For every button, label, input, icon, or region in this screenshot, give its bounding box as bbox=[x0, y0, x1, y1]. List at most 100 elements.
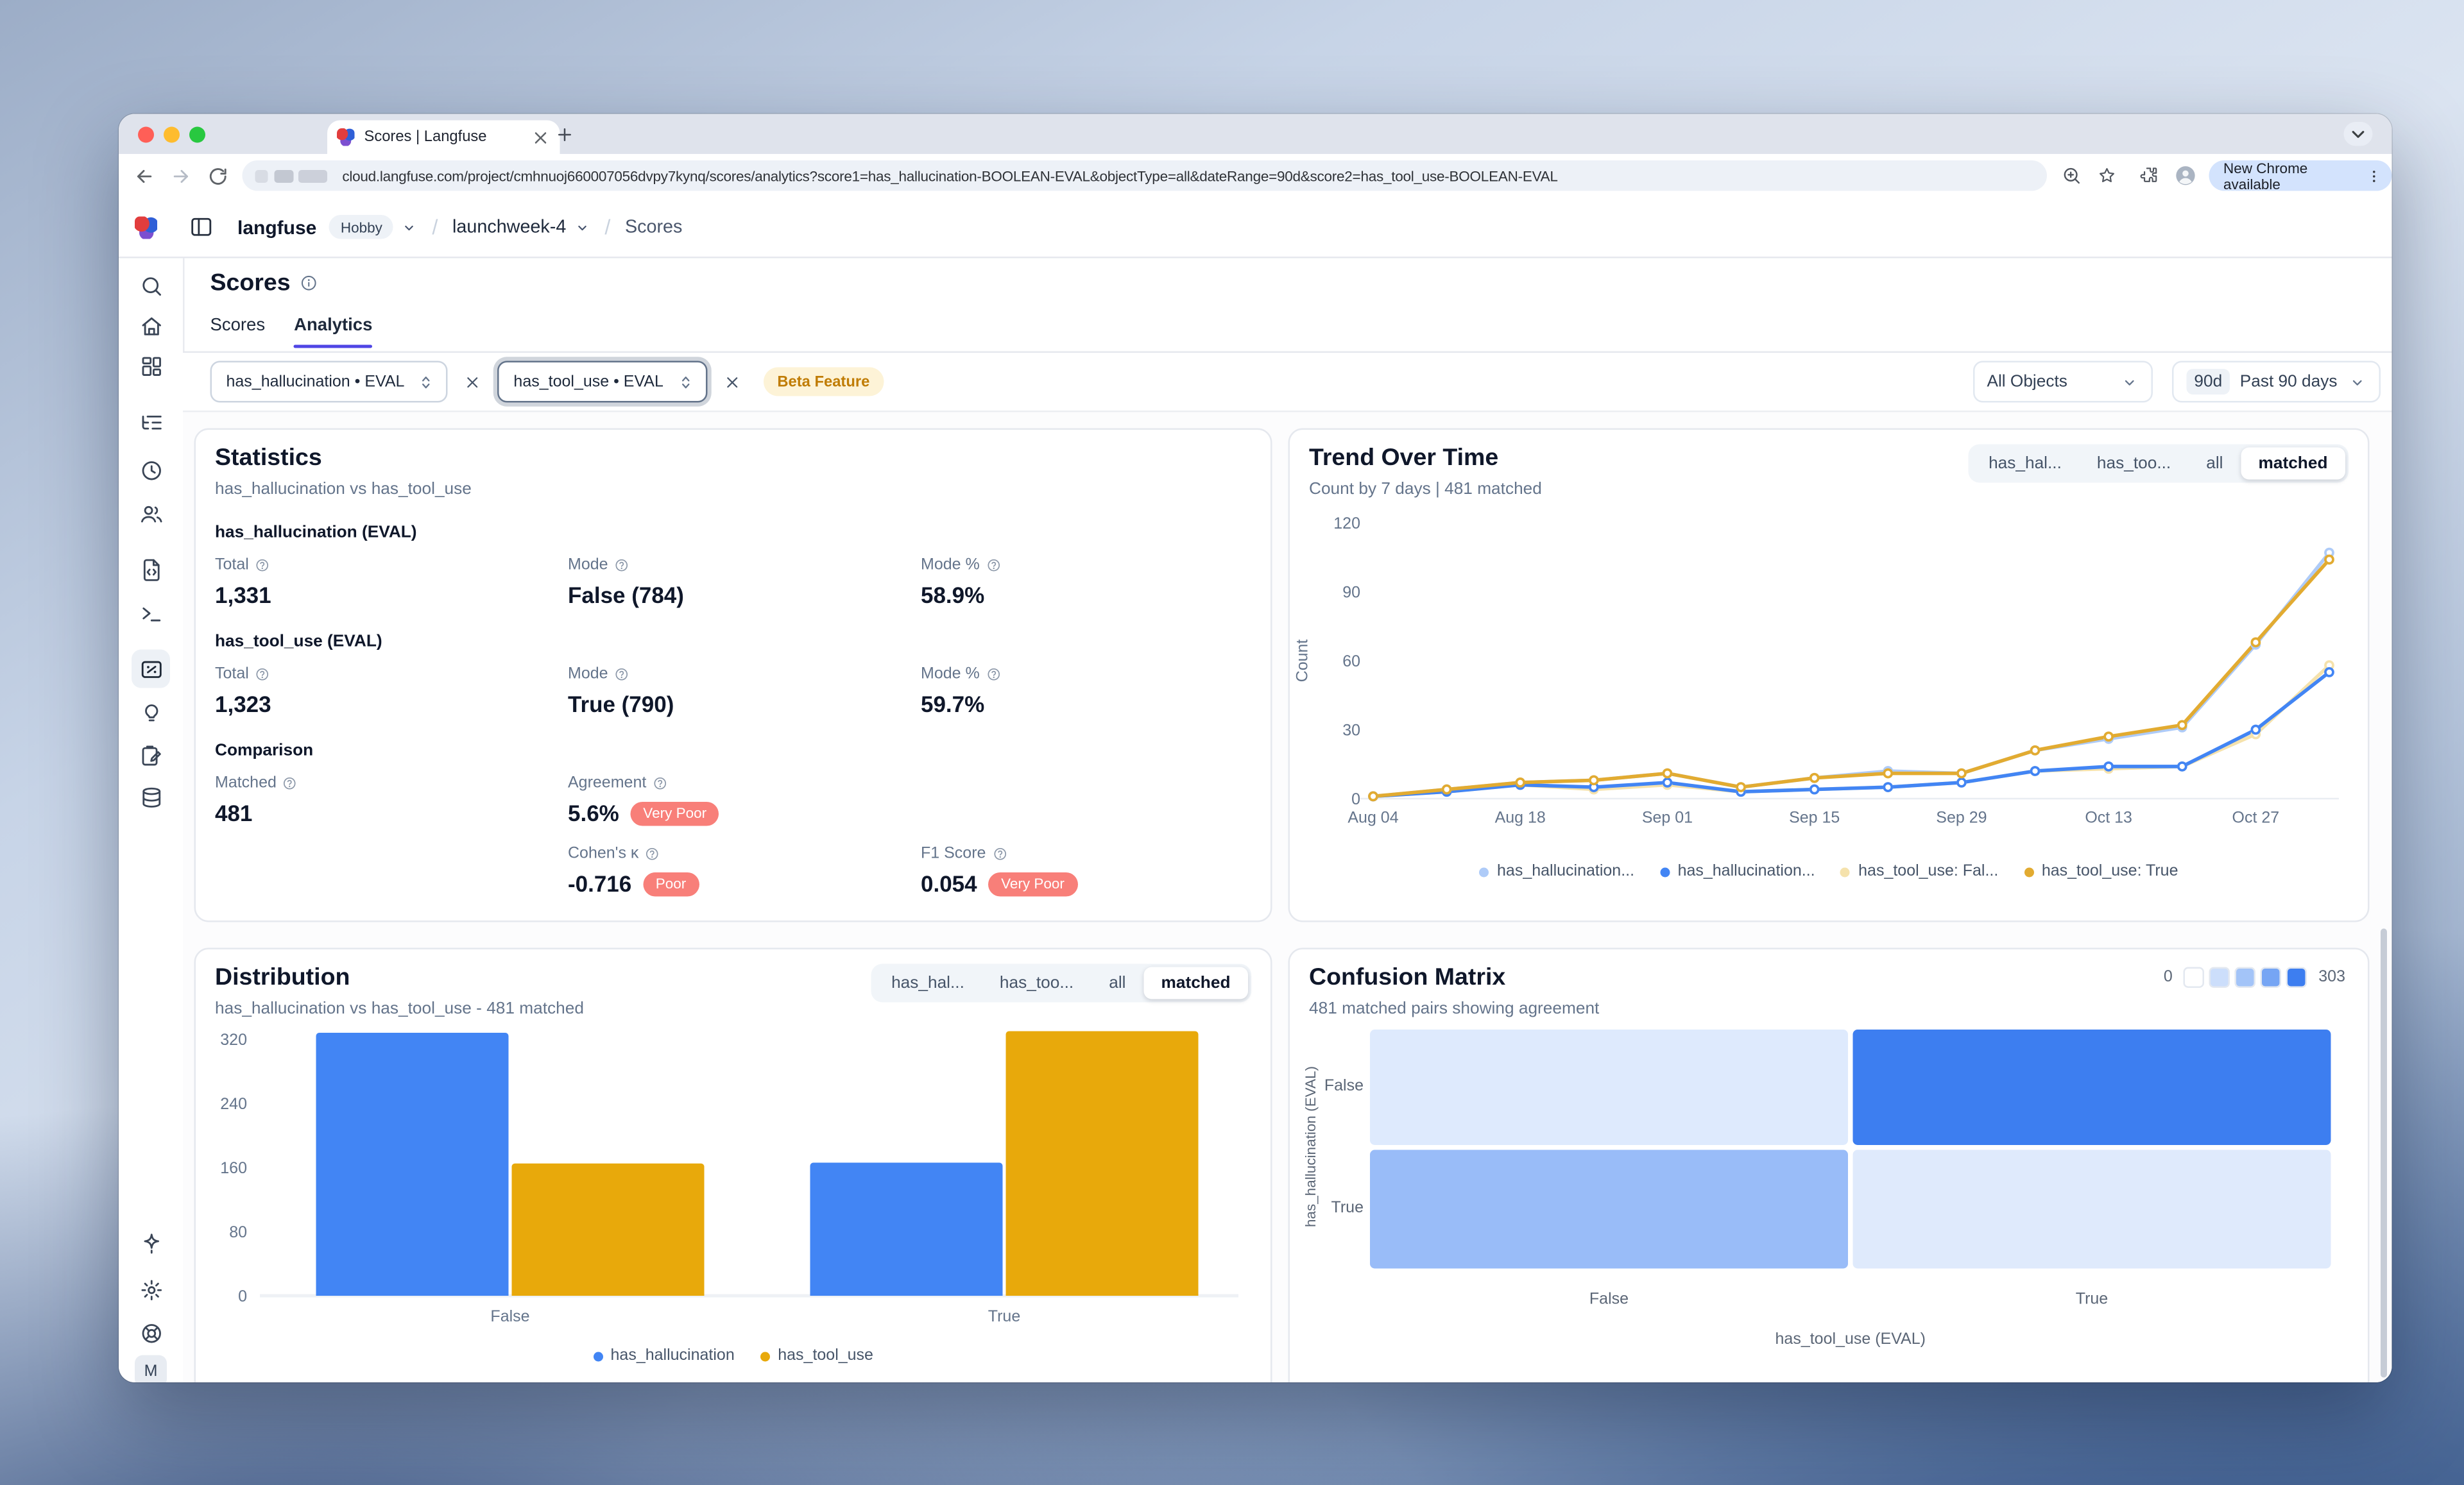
trend-tab-hastoo[interactable]: has_too... bbox=[2096, 454, 2171, 473]
tab-analytics[interactable]: Analytics bbox=[294, 316, 372, 348]
metric: Matched 481 bbox=[215, 775, 568, 826]
extensions-icon[interactable] bbox=[2139, 165, 2160, 187]
close-window-button[interactable] bbox=[138, 126, 154, 143]
tab-search-chevron-icon[interactable] bbox=[2343, 122, 2373, 146]
sidebar-item-prompts[interactable] bbox=[132, 550, 170, 589]
new-tab-button[interactable] bbox=[555, 125, 574, 144]
distribution-tab-hastoo[interactable]: has_too... bbox=[999, 973, 1074, 993]
matrix-cell-False-False[interactable] bbox=[1370, 1030, 1848, 1145]
sidebar-item-playground[interactable] bbox=[132, 593, 170, 632]
col-label: True bbox=[2075, 1291, 2109, 1309]
sidebar-item-whats-new[interactable] bbox=[132, 1224, 170, 1262]
metric: F1 Score 0.054 Very Poor bbox=[921, 845, 1242, 897]
metric: Total 1,331 bbox=[215, 556, 271, 608]
forward-button[interactable] bbox=[169, 164, 191, 187]
sidebar-item-dashboards[interactable] bbox=[132, 346, 170, 385]
matrix-cell-True-False[interactable] bbox=[1370, 1150, 1848, 1269]
breadcrumb-section: Scores bbox=[624, 217, 683, 237]
svg-text:120: 120 bbox=[1333, 514, 1360, 532]
remove-score1-icon[interactable] bbox=[464, 373, 482, 391]
zoom-window-button[interactable] bbox=[189, 126, 205, 143]
sidebar-item-evaluation[interactable] bbox=[132, 693, 170, 731]
statistics-panel: Statistics has_hallucination vs has_tool… bbox=[194, 428, 1272, 922]
score1-select[interactable]: has_hallucination • EVAL bbox=[210, 361, 448, 403]
distribution-chart: 0 80 160 240 320 False True bbox=[196, 949, 1270, 1334]
scale-swatch bbox=[2184, 967, 2205, 988]
score2-select[interactable]: has_tool_use • EVAL bbox=[497, 361, 707, 403]
info-icon[interactable] bbox=[300, 275, 318, 293]
chrome-update-button[interactable]: New Chrome available bbox=[2209, 160, 2392, 192]
scale-min: 0 bbox=[2163, 969, 2173, 987]
sidebar-item-scores[interactable] bbox=[132, 649, 170, 688]
rating-badge: Very Poor bbox=[988, 871, 1077, 896]
back-button[interactable] bbox=[133, 164, 155, 187]
svg-text:90: 90 bbox=[1342, 583, 1360, 601]
annotation-icon bbox=[139, 743, 163, 768]
distribution-tab-all[interactable]: all bbox=[1109, 973, 1126, 993]
distribution-tab-hashal[interactable]: has_hal... bbox=[891, 973, 964, 993]
distribution-subtitle: has_hallucination vs has_tool_use - 481 … bbox=[215, 999, 584, 1019]
url-text: cloud.langfuse.com/project/cmhnuoj660007… bbox=[342, 167, 1558, 184]
sidebar-item-users[interactable] bbox=[132, 494, 170, 532]
content-scrollbar[interactable] bbox=[2381, 928, 2387, 1378]
browser-tabstrip: Scores | Langfuse bbox=[119, 114, 2392, 154]
sidebar-item-settings[interactable] bbox=[132, 1270, 170, 1309]
browser-tab[interactable]: Scores | Langfuse bbox=[327, 120, 560, 154]
browser-profile-avatar[interactable] bbox=[2176, 165, 2196, 187]
sidebar-item-sessions[interactable] bbox=[132, 451, 170, 489]
tab-title: Scores | Langfuse bbox=[364, 128, 487, 146]
metric: Mode False (784) bbox=[568, 556, 684, 608]
sidebar-item-tracing[interactable] bbox=[132, 403, 170, 441]
row-label: True bbox=[1331, 1200, 1364, 1218]
sidebar-toggle-icon[interactable] bbox=[189, 215, 214, 239]
tab-scores[interactable]: Scores bbox=[210, 316, 266, 335]
reload-button[interactable] bbox=[206, 164, 228, 187]
object-type-select[interactable]: All Objects bbox=[1972, 361, 2153, 403]
distribution-title: Distribution bbox=[215, 963, 350, 992]
confusion-matrix: False True False True has_tool_use (EVAL) has… bbox=[1290, 949, 2368, 1382]
org-switcher-chevron-icon[interactable] bbox=[402, 219, 418, 235]
tab-close-icon[interactable] bbox=[531, 128, 551, 147]
plan-badge: Hobby bbox=[329, 215, 394, 239]
trend-tab-all[interactable]: all bbox=[2206, 454, 2223, 473]
trend-tab-matched[interactable]: matched bbox=[2241, 447, 2345, 480]
breadcrumb-org[interactable]: langfuse bbox=[237, 216, 317, 239]
sidebar-item-annotation[interactable] bbox=[132, 736, 170, 775]
breadcrumb-project[interactable]: launchweek-4 bbox=[452, 217, 567, 237]
bookmark-star-icon[interactable] bbox=[2096, 165, 2117, 187]
confusion-matrix-panel: Confusion Matrix 481 matched pairs showi… bbox=[1288, 947, 2370, 1382]
sidebar-item-search[interactable] bbox=[132, 266, 170, 305]
zoom-icon[interactable] bbox=[2061, 165, 2082, 187]
search-icon bbox=[139, 273, 163, 298]
matrix-cell-True-True[interactable] bbox=[1852, 1150, 2331, 1269]
user-avatar[interactable]: M bbox=[135, 1355, 167, 1382]
svg-text:0: 0 bbox=[238, 1287, 247, 1305]
sidebar-item-home[interactable] bbox=[132, 307, 170, 345]
svg-text:Sep 01: Sep 01 bbox=[1642, 809, 1693, 827]
page-tabs: Scores Analytics bbox=[210, 316, 372, 348]
project-switcher-chevron-icon[interactable] bbox=[574, 219, 590, 235]
browser-menu-icon[interactable] bbox=[2366, 166, 2383, 185]
address-bar[interactable]: cloud.langfuse.com/project/cmhnuoj660007… bbox=[243, 160, 2047, 191]
x-axis-label: has_tool_use (EVAL) bbox=[1775, 1331, 1926, 1349]
scale-swatch bbox=[2286, 967, 2307, 988]
divider bbox=[119, 257, 2392, 259]
users-icon bbox=[139, 501, 163, 525]
sidebar-item-datasets[interactable] bbox=[132, 778, 170, 817]
legend-item: has_hallucination bbox=[593, 1347, 735, 1365]
sidebar-item-support[interactable] bbox=[132, 1314, 170, 1352]
matrix-cell-False-True[interactable] bbox=[1852, 1030, 2331, 1145]
chevrons-up-down-icon bbox=[676, 373, 694, 391]
minimize-window-button[interactable] bbox=[164, 126, 180, 143]
distribution-tab-matched[interactable]: matched bbox=[1143, 967, 1248, 999]
trend-tab-hashal[interactable]: has_hal... bbox=[1989, 454, 2062, 473]
playground-icon bbox=[139, 600, 163, 625]
app-header: langfuse Hobby / launchweek-4 / Scores bbox=[119, 197, 2392, 257]
remove-score2-icon[interactable] bbox=[723, 373, 740, 391]
date-range-select[interactable]: 90d Past 90 days bbox=[2171, 361, 2381, 403]
svg-text:60: 60 bbox=[1342, 652, 1360, 670]
scores-icon bbox=[139, 657, 163, 681]
langfuse-favicon bbox=[337, 128, 355, 146]
score1-label: has_hallucination • EVAL bbox=[226, 373, 405, 391]
